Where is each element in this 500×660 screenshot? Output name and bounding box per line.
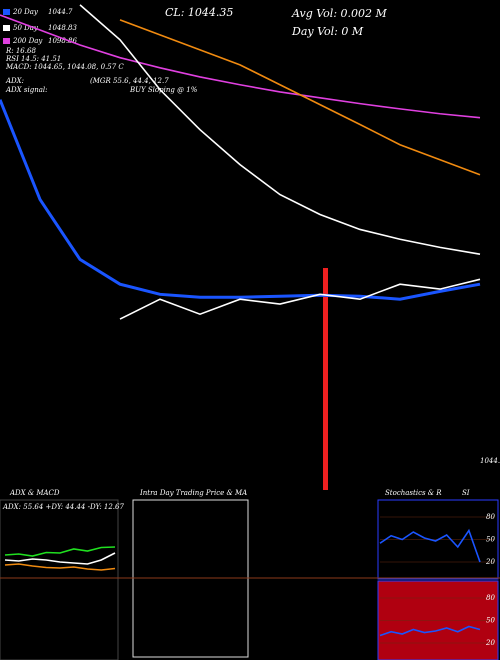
adx-panel	[0, 499, 119, 660]
rsi: RSI 14.5: 41.51	[5, 55, 61, 63]
series-line	[4, 563, 116, 571]
series-line	[379, 625, 481, 637]
avg-vol: Avg Vol: 0.002 M	[291, 7, 388, 20]
day-vol: Day Vol: 0 M	[291, 25, 364, 38]
adx-values: ADX: 55.64 +DY: 44.44 -DY: 12.67	[2, 503, 124, 511]
series-line	[119, 19, 481, 176]
legend-swatch	[3, 38, 10, 44]
panel-title: Stochastics & R	[385, 489, 442, 497]
legend-value: 1098.86	[48, 37, 77, 45]
series-line	[119, 278, 481, 320]
y-tick-label: 20	[485, 558, 495, 566]
legend-label: 200 Day	[12, 37, 43, 45]
mgr: (MGR 55.6, 44.4, 12.7	[90, 77, 169, 85]
series-line	[0, 99, 481, 301]
y-tick-label: 80	[486, 513, 495, 521]
price-tag: 1044.35	[480, 457, 500, 465]
y-tick-label: 50	[486, 617, 495, 625]
close: CL: 1044.35	[165, 6, 233, 19]
panel-title: SI	[462, 489, 470, 497]
panel-title: ADX & MACD	[9, 489, 60, 497]
series-line	[4, 552, 116, 565]
series-line	[4, 546, 116, 557]
y-tick-label: 50	[486, 536, 495, 544]
adx: ADX:	[5, 77, 24, 85]
legend-swatch	[3, 9, 10, 15]
legend-label: 50 Day	[13, 24, 39, 32]
series-line	[0, 14, 481, 119]
series-line	[379, 528, 481, 563]
legend-swatch	[3, 25, 10, 31]
volume-spike	[323, 268, 328, 490]
series-line	[79, 4, 481, 256]
macd: MACD: 1044.65, 1044.08, 0.57 C	[5, 63, 124, 71]
panel-title: Intra Day Trading Price & MA	[139, 489, 247, 497]
adx-signal: ADX signal:	[5, 86, 47, 94]
legend-value: 1044.7	[48, 8, 73, 16]
y-tick-label: 20	[485, 639, 495, 647]
y-tick-label: 80	[486, 594, 495, 602]
buy: BUY Sloping @ 1%	[129, 86, 198, 94]
r: R: 16.68	[5, 47, 36, 55]
legend-value: 1048.83	[48, 24, 77, 32]
legend-label: 20 Day	[12, 8, 39, 16]
